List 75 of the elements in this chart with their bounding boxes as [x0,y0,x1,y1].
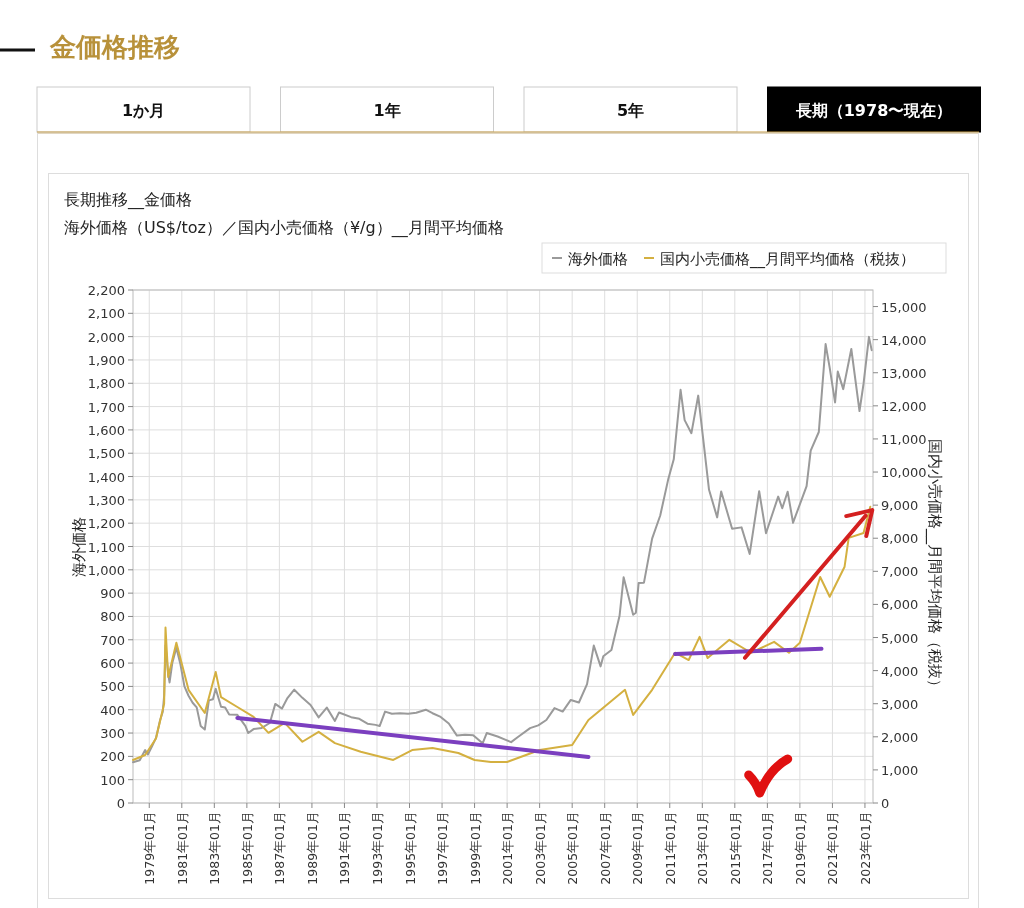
x-tick-label: 1997年01月 [435,811,451,885]
x-tick-label: 2005年01月 [565,811,581,885]
x-tick-label: 1991年01月 [337,811,353,885]
y2-axis-title: 国内小売価格__月間平均価格（税抜） [925,439,944,694]
text: 金価格推移 [49,32,180,62]
y-tick-label: 0 [116,796,125,811]
y-tick-label: 1,200 [87,516,125,532]
y-tick-label: 2,100 [87,306,125,322]
x-tick-label: 2023年01月 [857,811,873,885]
y-tick-label: 1,900 [87,352,125,368]
x-tick-label: 1993年01月 [369,811,385,885]
y-tick-label: 2,000 [87,329,125,345]
x-tick-label: 1983年01月 [207,811,223,885]
y-tick-label: 2,200 [87,283,125,298]
text: 5年 [616,101,645,120]
text: 1年 [373,101,401,120]
y-tick-label: 1,400 [87,469,125,485]
y-axis-title: 海外価格 [70,516,88,577]
legend-label: 国内小売価格__月間平均価格（税抜） [660,250,915,269]
y2-tick-label: 1,000 [881,762,919,778]
y-tick-label: 1,300 [87,492,125,508]
legend-label: 海外価格 [568,250,628,268]
x-tick-label: 1979年01月 [142,811,158,885]
y-tick-label: 200 [100,749,125,765]
x-tick-label: 2001年01月 [500,811,516,885]
y2-tick-label: 9,000 [881,498,919,514]
x-tick-label: 2015年01月 [727,811,743,885]
chart-title: 長期推移__金価格 [64,190,192,210]
y-tick-label: 400 [100,702,125,718]
x-tick-label: 1995年01月 [402,811,418,885]
text: 1か月 [121,101,166,120]
y-tick-label: 1,500 [87,446,125,462]
y2-tick-label: 11,000 [881,431,927,447]
x-tick-label: 2007年01月 [597,811,613,885]
text: 長期（1978〜現在） [794,101,953,120]
y-tick-label: 800 [100,609,125,625]
y2-tick-label: 0 [881,796,890,811]
y2-tick-label: 12,000 [881,398,927,414]
x-tick-label: 1999年01月 [467,811,483,885]
y2-tick-label: 8,000 [881,531,919,547]
y-tick-label: 900 [100,586,125,602]
y-tick-label: 300 [100,726,125,742]
x-tick-label: 1989年01月 [304,811,320,885]
x-tick-label: 2013年01月 [695,811,711,885]
x-tick-label: 1981年01月 [174,811,190,885]
x-tick-label: 2003年01月 [532,811,548,885]
y2-tick-label: 13,000 [881,365,927,381]
x-tick-label: 1985年01月 [239,811,255,885]
y2-tick-label: 10,000 [881,465,927,481]
y-tick-label: 1,700 [87,399,125,415]
y-tick-label: 600 [100,656,125,672]
y-tick-label: 1,600 [87,422,125,438]
x-tick-label: 1987年01月 [272,811,288,885]
y2-tick-label: 7,000 [881,564,919,580]
line-series [132,505,872,763]
x-tick-label: 2021年01月 [825,811,841,885]
y2-tick-label: 6,000 [881,597,919,613]
line-series [132,335,873,764]
y-tick-label: 700 [100,632,125,648]
y-tick-label: 500 [100,679,125,695]
y2-tick-label: 3,000 [881,696,919,712]
y2-tick-label: 15,000 [881,299,927,315]
y-tick-label: 1,100 [87,539,125,555]
y2-tick-label: 2,000 [881,729,919,745]
y-tick-label: 1,800 [87,376,125,392]
y2-tick-label: 5,000 [881,630,919,646]
y2-tick-label: 14,000 [881,332,927,348]
y-tick-label: 100 [100,772,125,788]
chart-subtitle: 海外価格（US$/toz）／国内小売価格（¥/g）__月間平均価格 [64,218,504,238]
x-tick-label: 2019年01月 [792,811,808,885]
x-tick-label: 2017年01月 [760,811,776,885]
x-tick-label: 2011年01月 [662,811,678,885]
y-tick-label: 1,000 [87,562,125,578]
y2-tick-label: 4,000 [881,663,919,679]
x-tick-label: 2009年01月 [630,811,646,885]
